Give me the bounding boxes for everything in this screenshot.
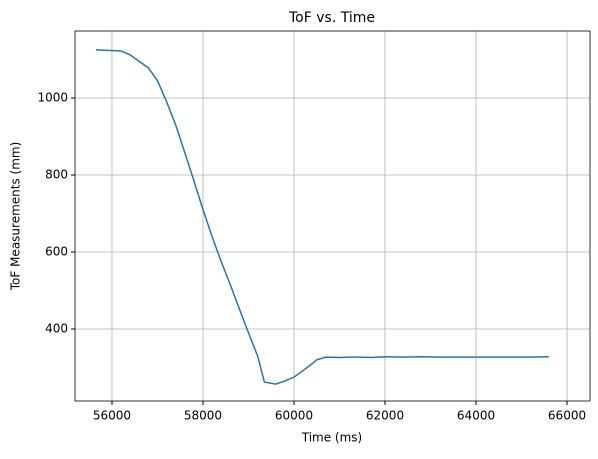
x-tick-label: 56000 (93, 409, 131, 423)
x-tick-label: 64000 (457, 409, 495, 423)
y-tick-label: 600 (45, 244, 68, 258)
y-tick-label: 800 (45, 167, 68, 181)
y-axis-label: ToF Measurements (mm) (9, 142, 23, 292)
y-tick-label: 1000 (37, 90, 68, 104)
y-tick-label: 400 (45, 322, 68, 336)
x-axis-label: Time (ms) (301, 431, 363, 445)
x-tick-label: 62000 (366, 409, 404, 423)
x-tick-label: 60000 (275, 409, 313, 423)
x-tick-label: 66000 (548, 409, 586, 423)
x-tick-label: 58000 (184, 409, 222, 423)
plot-frame (74, 30, 591, 402)
chart-title: ToF vs. Time (288, 10, 375, 26)
data-line (96, 49, 549, 385)
